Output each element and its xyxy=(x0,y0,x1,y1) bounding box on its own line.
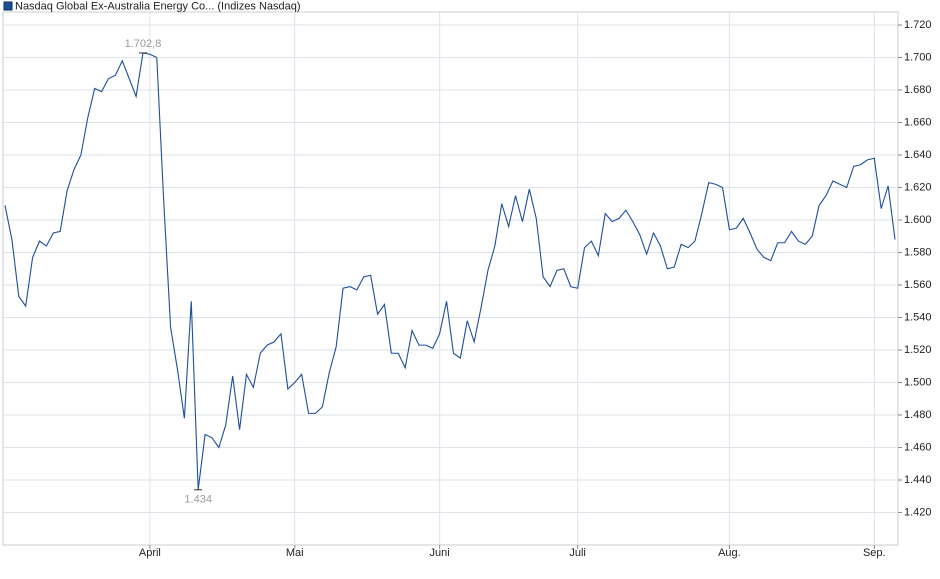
y-tick-label: 1.460 xyxy=(904,441,932,453)
annotation: 1.434 xyxy=(184,494,212,506)
x-tick-label: Juni xyxy=(430,547,450,559)
y-tick-label: 1.440 xyxy=(904,474,932,486)
y-tick-label: 1.640 xyxy=(904,149,932,161)
y-tick-label: 1.660 xyxy=(904,116,932,128)
y-tick-label: 1.600 xyxy=(904,214,932,226)
x-tick-label: Juli xyxy=(569,547,586,559)
plot-area xyxy=(2,11,899,546)
legend-label: Nasdaq Global Ex-Australia Energy Co... … xyxy=(15,0,301,12)
y-tick-label: 1.560 xyxy=(904,279,932,291)
legend-swatch xyxy=(3,1,13,11)
y-tick-label: 1.480 xyxy=(904,409,932,421)
y-tick-label: 1.520 xyxy=(904,344,932,356)
series-line xyxy=(4,52,896,490)
x-tick-label: Mai xyxy=(286,547,304,559)
y-tick-label: 1.680 xyxy=(904,84,932,96)
y-tick-label: 1.720 xyxy=(904,19,932,31)
x-tick-label: Aug. xyxy=(718,547,741,559)
x-tick-label: April xyxy=(139,547,161,559)
y-tick-label: 1.500 xyxy=(904,376,932,388)
annotation: 1.702,8 xyxy=(125,38,162,50)
y-tick-label: 1.620 xyxy=(904,181,932,193)
y-tick-label: 1.700 xyxy=(904,51,932,63)
y-tick-label: 1.420 xyxy=(904,506,932,518)
x-tick-label: Sep. xyxy=(863,547,886,559)
y-tick-label: 1.580 xyxy=(904,246,932,258)
y-tick-label: 1.540 xyxy=(904,311,932,323)
